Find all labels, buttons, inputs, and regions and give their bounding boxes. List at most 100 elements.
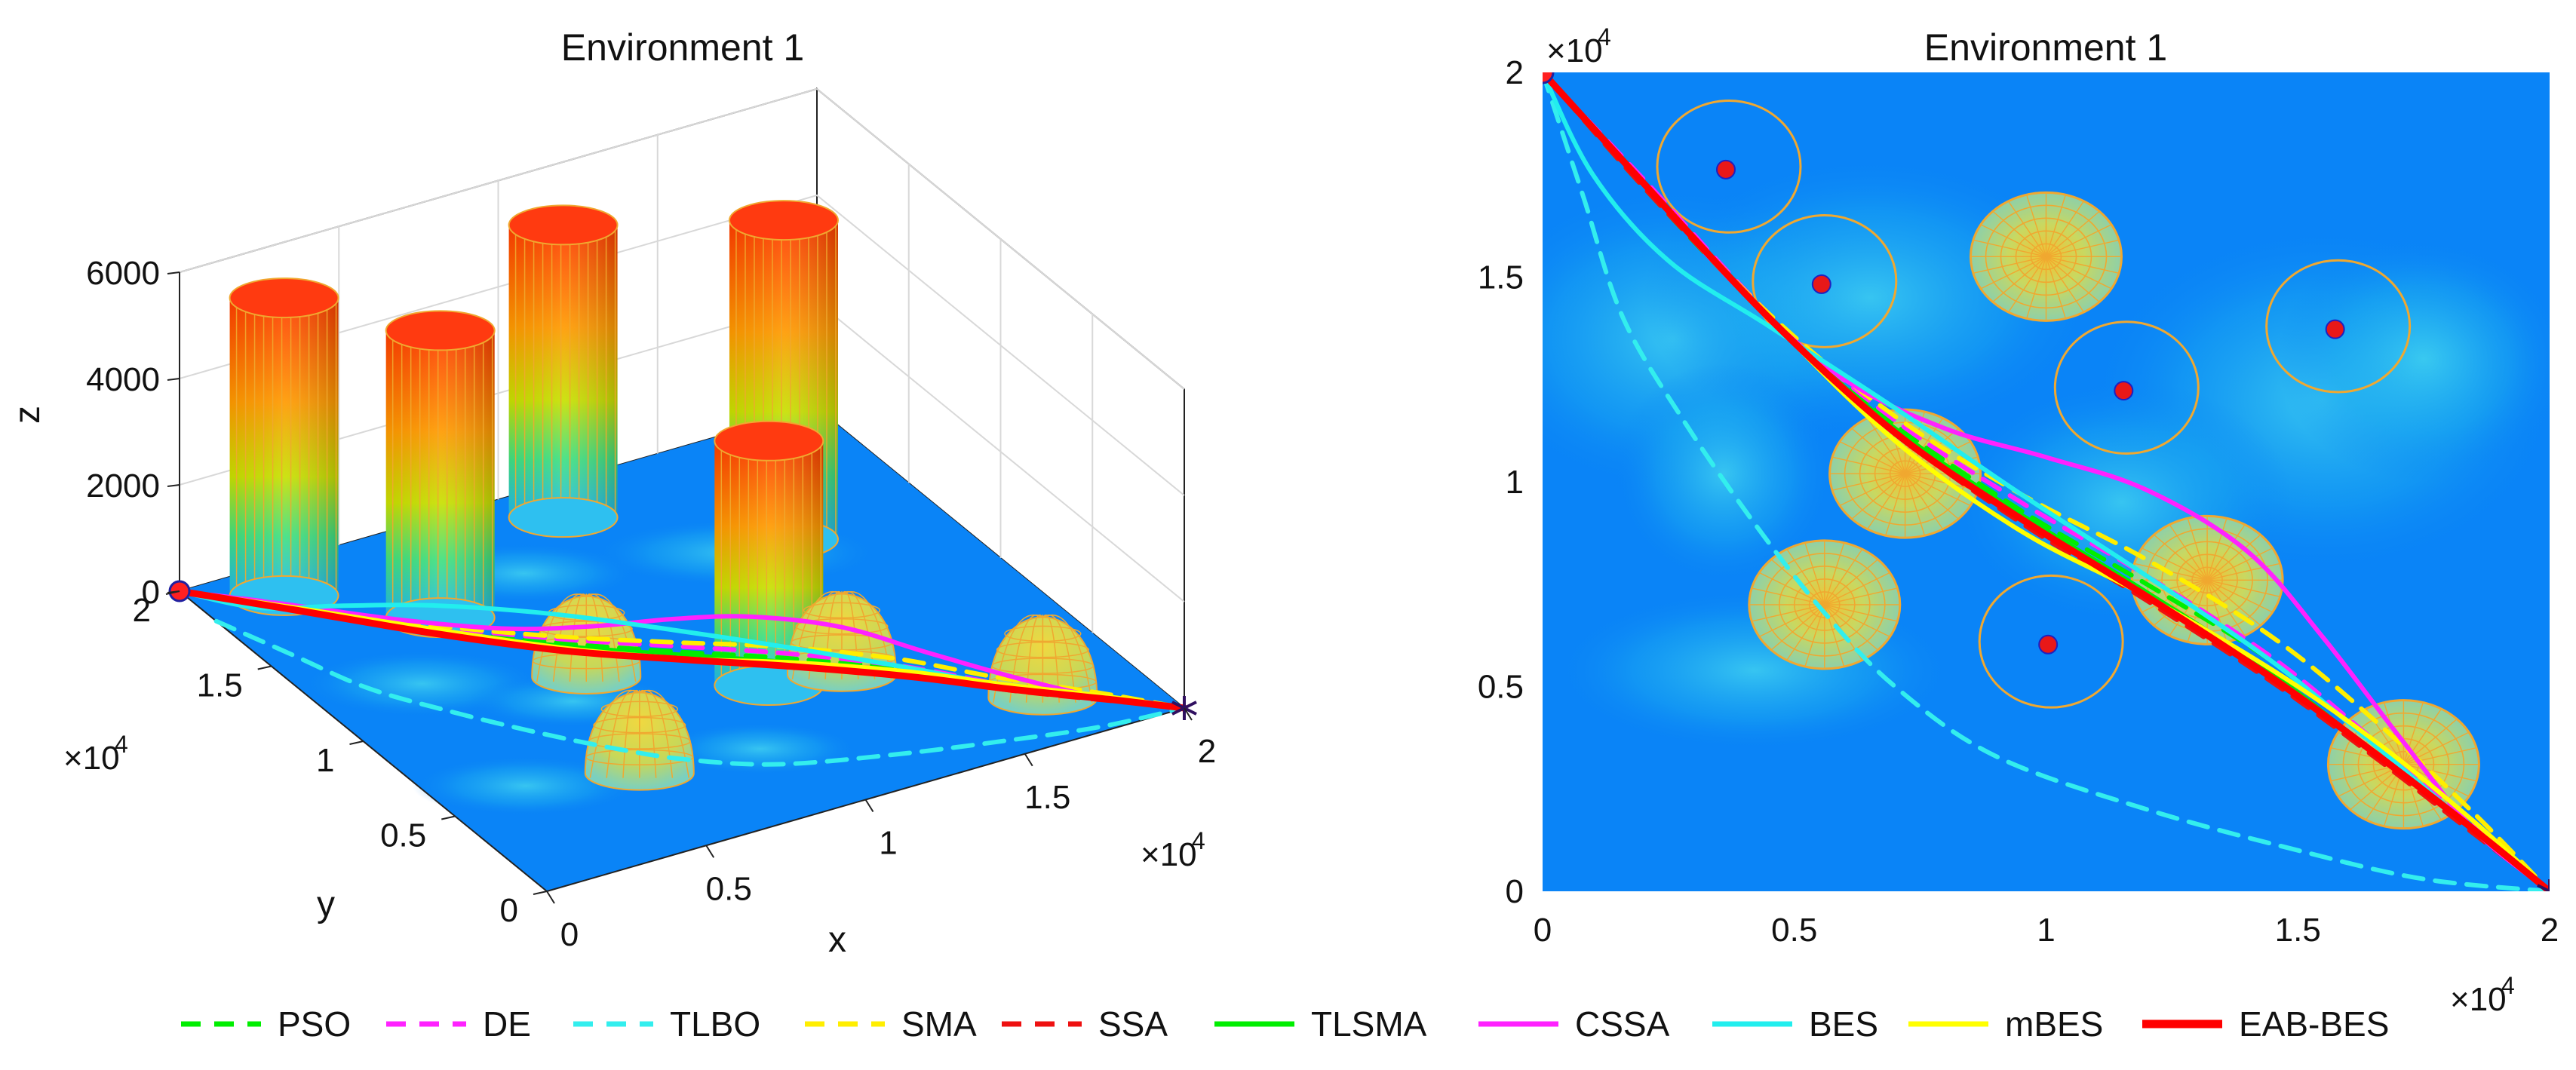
legend-label: CSSA bbox=[1575, 1004, 1670, 1044]
dome-grid-spoke bbox=[1973, 256, 2046, 274]
legend-label: SMA bbox=[901, 1004, 977, 1044]
dome-grid-spoke bbox=[1867, 473, 1906, 530]
cylinder-obstacle-2d bbox=[1656, 99, 1802, 234]
dome-grid-spoke bbox=[2206, 579, 2280, 598]
dome-grid-meridian bbox=[639, 689, 689, 778]
y-tick-label: 0 bbox=[500, 892, 518, 929]
dome-grid-spoke bbox=[1980, 224, 2046, 257]
cylinder-obstacle-3d bbox=[508, 204, 619, 538]
cylinder-core bbox=[2114, 381, 2134, 401]
dome-grid-spoke bbox=[1824, 604, 1890, 638]
dome-grid-spoke bbox=[2046, 256, 2120, 274]
dome-grid-spoke bbox=[2007, 256, 2047, 313]
x-axis-label: x bbox=[828, 920, 846, 960]
dome-obstacle-3d bbox=[584, 689, 695, 791]
legend-entry-sma: SMA bbox=[805, 1004, 977, 1044]
legend-entry-cssa: CSSA bbox=[1478, 1004, 1670, 1044]
dome-obstacle-2d bbox=[1748, 539, 1902, 670]
cylinder-core bbox=[1811, 274, 1831, 294]
dome-grid-meridian bbox=[569, 593, 587, 682]
x-exponent-right: ×10 4 bbox=[2450, 972, 2515, 1018]
svg-text:×10: ×10 bbox=[1546, 32, 1603, 69]
dome-grid-spoke bbox=[1904, 473, 1926, 536]
y-tick-label: 2 bbox=[133, 592, 151, 629]
legend-entry-ssa: SSA bbox=[1002, 1004, 1168, 1044]
x-tick-label: 0.5 bbox=[706, 870, 752, 907]
dome-grid-meridian bbox=[622, 689, 640, 778]
y-tick-mark bbox=[533, 891, 548, 895]
dome-grid-spoke bbox=[2046, 210, 2100, 257]
path-2d-bes bbox=[1543, 72, 2550, 891]
dome-grid-spoke bbox=[1804, 604, 1825, 667]
legend-entry-pso: PSO bbox=[181, 1004, 351, 1044]
terrain-blob bbox=[2277, 236, 2550, 482]
left-plot-title: Environment 1 bbox=[561, 26, 804, 69]
legend-entry-tlbo: TLBO bbox=[573, 1004, 760, 1044]
y-tick-mark bbox=[349, 740, 364, 745]
dome-grid-spoke bbox=[2045, 256, 2085, 313]
cylinder-outline bbox=[1656, 99, 1802, 234]
dome-grid-spoke bbox=[1758, 604, 1825, 638]
dome-grid-spoke bbox=[2025, 256, 2047, 319]
legend-label: mBES bbox=[2005, 1004, 2103, 1044]
x-exponent-left: ×10 4 bbox=[1141, 827, 1205, 873]
legend-entry-bes: BES bbox=[1712, 1004, 1878, 1044]
y-tick-label: 1.5 bbox=[1478, 259, 1524, 296]
dome-grid-spoke bbox=[1786, 548, 1825, 606]
path-2d-eab-bes bbox=[1543, 72, 2550, 891]
x-tick-label: 1.5 bbox=[1024, 779, 1070, 816]
dome-grid-spoke bbox=[1839, 473, 1905, 507]
cylinder-core bbox=[2325, 319, 2345, 339]
dome-grid-spoke bbox=[2007, 201, 2047, 257]
dome-grid-spoke bbox=[1885, 473, 1906, 536]
cylinder-core bbox=[2038, 634, 2059, 655]
dome-grid-spoke bbox=[1804, 542, 1825, 606]
x-tick-label: 2 bbox=[1198, 733, 1216, 770]
dome-grid-spoke bbox=[2206, 579, 2274, 613]
legend-label: TLBO bbox=[670, 1004, 760, 1044]
x-tick-label: 2 bbox=[2541, 912, 2559, 949]
dome-grid-spoke bbox=[1831, 473, 1905, 491]
dome-grid-spoke bbox=[1831, 456, 1905, 474]
goal-marker bbox=[2537, 879, 2550, 891]
cylinder-core bbox=[1715, 159, 1736, 179]
dome-grid-meridian bbox=[1042, 614, 1060, 703]
y-tick-label: 0.5 bbox=[1478, 669, 1524, 706]
dome-grid-spoke bbox=[2169, 524, 2208, 581]
legend: PSO DE TLBO SMA SSA TLSMA CSSA BES mBES EAB-BES bbox=[181, 1004, 2389, 1044]
x-tick-label: 1 bbox=[2037, 912, 2055, 949]
cylinder-top bbox=[728, 200, 839, 241]
dome-grid-meridian bbox=[585, 593, 603, 682]
dome-grid-spoke bbox=[1905, 473, 1959, 520]
paths-2d bbox=[1543, 72, 2550, 891]
y-tick-label: 0.5 bbox=[380, 817, 426, 854]
path-3d-cssa bbox=[177, 589, 1187, 710]
dome-grid-spoke bbox=[1824, 542, 1845, 606]
dome-grid-spoke bbox=[2403, 702, 2424, 765]
dome-grid-spoke bbox=[1905, 473, 1979, 491]
dome-grid-spoke bbox=[2206, 547, 2274, 581]
svg-text:4: 4 bbox=[1192, 827, 1205, 854]
x-tick-mark bbox=[1024, 753, 1033, 767]
legend-label: SSA bbox=[1098, 1004, 1168, 1044]
legend-entry-de: DE bbox=[386, 1004, 531, 1044]
legend-entry-eab-bes: EAB-BES bbox=[2142, 1004, 2389, 1044]
dome-grid-spoke bbox=[2046, 256, 2100, 302]
dome-grid-spoke bbox=[1786, 604, 1825, 661]
dome-grid-spoke bbox=[2046, 256, 2112, 290]
grid-line bbox=[179, 87, 1185, 390]
dome-grid-spoke bbox=[1758, 572, 1825, 606]
cylinder-shade bbox=[229, 298, 339, 596]
z-tick-mark bbox=[167, 378, 180, 381]
z-tick-label: 4000 bbox=[86, 361, 160, 398]
dome-grid-spoke bbox=[2206, 534, 2261, 581]
x-tick-mark bbox=[864, 799, 874, 813]
dome-grid-spoke bbox=[1992, 256, 2046, 302]
dome-grid-spoke bbox=[1770, 604, 1825, 651]
x-tick-mark bbox=[1184, 707, 1193, 721]
cylinder-obstacle-2d bbox=[1752, 214, 1898, 348]
dome-grid-spoke bbox=[2046, 224, 2112, 257]
dome-grid-spoke bbox=[2169, 579, 2208, 636]
